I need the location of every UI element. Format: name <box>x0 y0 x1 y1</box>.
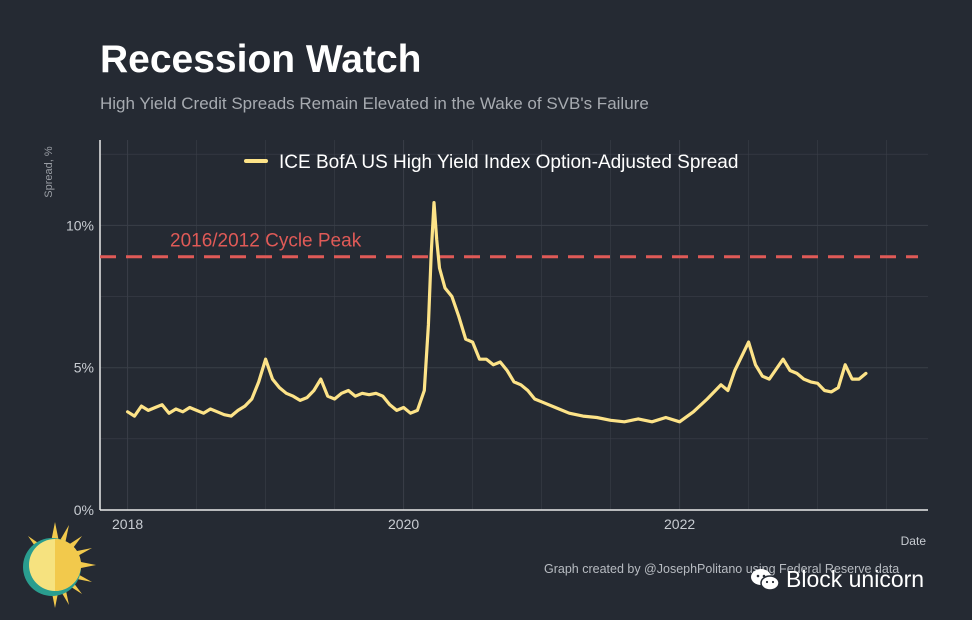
x-tick-label: 2020 <box>388 516 419 532</box>
x-tick-label: 2022 <box>664 516 695 532</box>
chat-bubbles-icon <box>750 567 780 593</box>
grid <box>100 140 928 511</box>
y-tick-label: 0% <box>74 502 94 518</box>
x-axis-label: Date <box>901 534 927 548</box>
sun-logo-icon <box>12 520 98 615</box>
reference-line-label: 2016/2012 Cycle Peak <box>170 231 362 252</box>
page-subtitle: High Yield Credit Spreads Remain Elevate… <box>100 94 649 113</box>
axes <box>99 140 928 511</box>
series-line <box>126 201 868 424</box>
y-axis-label: Spread, % <box>43 146 55 198</box>
watermark: Block unicorn <box>750 566 924 593</box>
legend-entry: ICE BofA US High Yield Index Option-Adju… <box>279 152 738 173</box>
page-title: Recession Watch <box>100 38 422 81</box>
source-credit: Graph created by @JosephPolitano using F… <box>544 562 900 576</box>
x-tick-label: 2018 <box>112 516 143 532</box>
legend: ICE BofA US High Yield Index Option-Adju… <box>244 152 738 173</box>
y-tick-label: 10% <box>66 217 94 233</box>
y-tick-label: 5% <box>74 360 94 376</box>
tick-labels: 0% 5% 10% 2018 2020 2022 <box>66 217 695 532</box>
watermark-text: Block unicorn <box>786 566 925 592</box>
